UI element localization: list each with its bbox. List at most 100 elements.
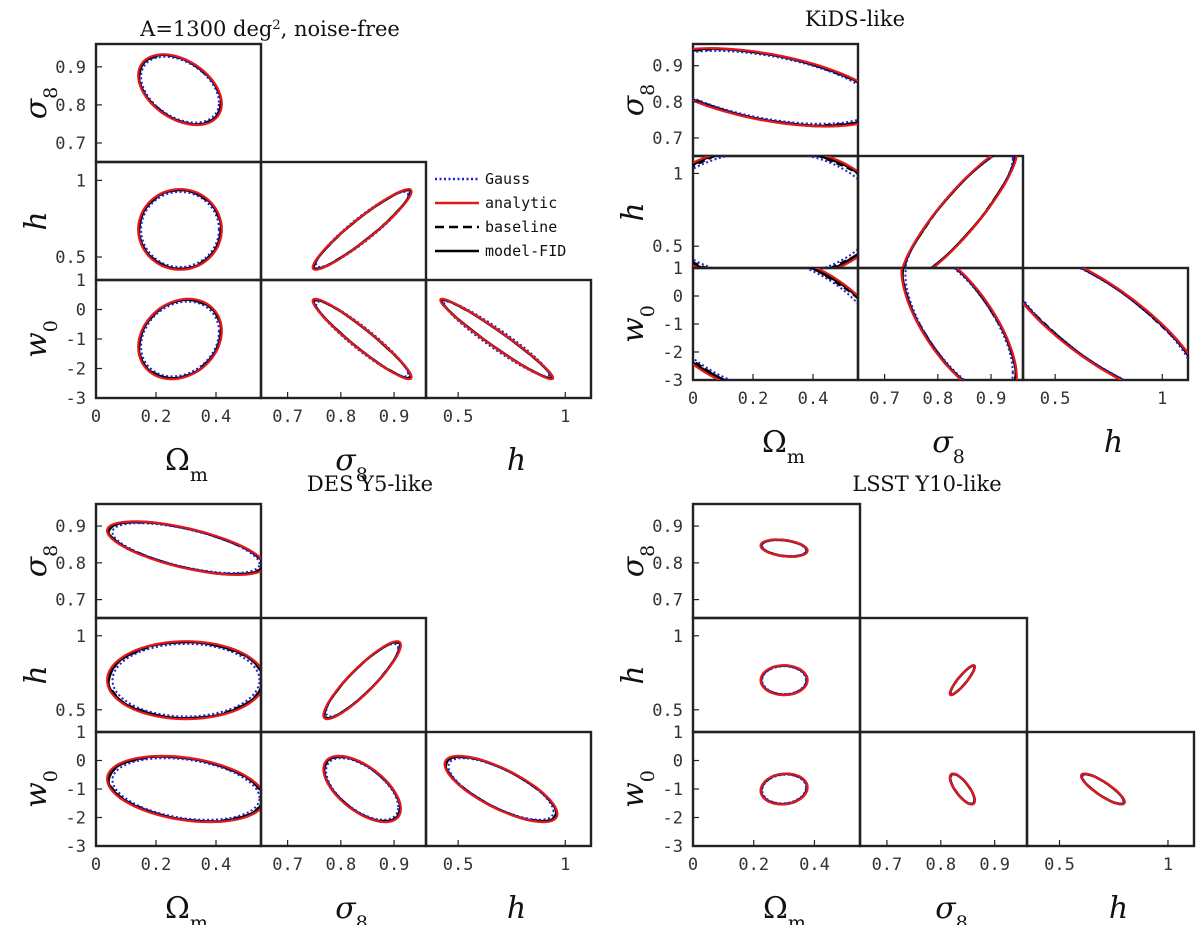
x-axis-label-om-main: Ω bbox=[165, 891, 190, 925]
x-axis-label-h: h bbox=[507, 891, 526, 925]
contour-model-fid bbox=[1023, 268, 1188, 380]
x-tick-label-om: 0.4 bbox=[201, 855, 232, 875]
y-tick-label-s8: 0.9 bbox=[652, 57, 683, 77]
contour-analytic bbox=[439, 297, 555, 381]
y-tick-label-w0: -2 bbox=[663, 343, 683, 363]
contour-baseline bbox=[311, 189, 413, 270]
legend-label: Gauss bbox=[485, 170, 530, 188]
subplot-s8-h bbox=[856, 154, 1025, 270]
subplot-frame bbox=[259, 730, 428, 848]
x-tick-label-om: 0 bbox=[91, 407, 101, 427]
x-axis-label-h: h bbox=[1104, 425, 1123, 460]
contour-model-fid bbox=[693, 268, 858, 380]
x-tick-label-s8: 0.7 bbox=[272, 855, 303, 875]
y-axis-label-s8: σ8 bbox=[19, 87, 62, 120]
subplot-om-h bbox=[691, 616, 862, 734]
subplot-frame bbox=[424, 278, 593, 400]
y-axis-label-group: h bbox=[19, 211, 54, 230]
x-tick-label-h: 0.5 bbox=[443, 407, 474, 427]
x-tick-label-h: 1 bbox=[1163, 855, 1173, 875]
subplot-frame bbox=[691, 502, 862, 620]
contour-group bbox=[948, 664, 977, 697]
x-axis-label-om: Ωm bbox=[762, 425, 805, 468]
subplot-om-w0 bbox=[691, 266, 860, 382]
legend-label: model-FID bbox=[485, 242, 566, 260]
contour-gauss bbox=[140, 55, 220, 124]
contour-gauss bbox=[315, 190, 410, 269]
subplot-frame bbox=[94, 278, 263, 400]
subplot-om-w0 bbox=[691, 730, 862, 848]
y-axis-label-s8-main: σ bbox=[19, 555, 54, 577]
panel-title-rest: , noise-free bbox=[281, 17, 400, 41]
contour-analytic bbox=[137, 187, 223, 271]
contour-group bbox=[693, 47, 858, 128]
subplot-frame bbox=[94, 160, 263, 282]
x-axis-label-om-sub: m bbox=[788, 912, 806, 925]
x-tick-label-s8: 0.8 bbox=[922, 389, 953, 409]
x-tick-label-s8: 0.7 bbox=[872, 855, 903, 875]
x-tick-label-om: 0.2 bbox=[141, 855, 172, 875]
contour-baseline bbox=[1080, 772, 1126, 806]
x-axis-label-s8-sub: 8 bbox=[953, 446, 965, 468]
x-tick-label-om: 0.4 bbox=[799, 855, 830, 875]
y-axis-label-w0-sub: 0 bbox=[40, 770, 62, 782]
subplot-frame bbox=[856, 154, 1025, 270]
y-axis-label-h-main: h bbox=[616, 665, 651, 684]
y-tick-label-w0: -2 bbox=[663, 809, 683, 829]
y-axis-label-group: σ8 bbox=[19, 545, 62, 578]
y-axis-label-group: σ8 bbox=[19, 87, 62, 120]
x-axis-label-s8-sub: 8 bbox=[956, 912, 968, 925]
contour-group bbox=[900, 268, 1018, 380]
contour-gauss bbox=[315, 300, 410, 378]
y-tick-label-s8: 0.7 bbox=[652, 591, 683, 611]
x-axis-label-om: Ωm bbox=[165, 891, 208, 925]
contour-group bbox=[439, 297, 555, 381]
y-axis-label-group: h bbox=[616, 665, 651, 684]
y-axis-label-h: h bbox=[19, 211, 54, 230]
y-axis-label-w0: w0 bbox=[19, 770, 62, 808]
contour-baseline bbox=[106, 521, 261, 575]
contour-gauss bbox=[1023, 268, 1188, 380]
x-tick-label-om: 0.2 bbox=[738, 389, 769, 409]
contour-analytic bbox=[311, 187, 413, 271]
y-tick-label-w0: 1 bbox=[76, 271, 86, 291]
y-axis-label-w0: w0 bbox=[19, 320, 62, 358]
contour-group bbox=[443, 754, 559, 824]
subplot-om-w0 bbox=[94, 730, 263, 848]
contour-group bbox=[1080, 772, 1126, 806]
y-tick-label-h: 0.5 bbox=[652, 237, 683, 257]
subplot-s8-w0 bbox=[856, 266, 1025, 382]
panel-title-main: KiDS-like bbox=[805, 7, 905, 31]
contour-analytic bbox=[693, 268, 858, 380]
x-tick-label-s8: 0.9 bbox=[379, 855, 410, 875]
subplot-h-w0 bbox=[1021, 266, 1190, 382]
contour-baseline bbox=[137, 53, 223, 126]
y-tick-label-s8: 0.9 bbox=[55, 517, 86, 537]
y-tick-label-w0: -3 bbox=[66, 837, 86, 857]
subplot-frame bbox=[94, 616, 263, 734]
x-tick-label-h: 0.5 bbox=[1040, 389, 1071, 409]
contour-group bbox=[105, 640, 261, 721]
contour-model-fid bbox=[312, 298, 413, 380]
x-axis-label-h-main: h bbox=[507, 443, 526, 478]
y-tick-label-h: 1 bbox=[673, 164, 683, 184]
y-axis-label-s8-main: σ bbox=[616, 555, 651, 577]
y-tick-label-w0: -3 bbox=[663, 371, 683, 391]
y-tick-label-s8: 0.8 bbox=[55, 96, 86, 116]
contour-gauss bbox=[140, 190, 220, 269]
contour-baseline bbox=[322, 641, 402, 720]
subplot-h-w0 bbox=[424, 730, 593, 848]
y-axis-label-group: σ8 bbox=[616, 84, 659, 117]
contour-gauss bbox=[904, 156, 1014, 268]
subplot-om-h bbox=[691, 154, 860, 270]
contour-baseline bbox=[902, 156, 1018, 268]
contour-analytic bbox=[1080, 772, 1126, 806]
x-axis-label-s8-sub: 8 bbox=[356, 464, 368, 486]
contour-group bbox=[105, 754, 261, 824]
y-axis-label-s8-main: σ bbox=[19, 97, 54, 119]
y-axis-label-group: σ8 bbox=[616, 545, 659, 578]
x-tick-label-om: 0 bbox=[688, 389, 698, 409]
contour-analytic bbox=[1023, 268, 1188, 380]
y-axis-label-s8-sub: 8 bbox=[637, 545, 659, 557]
y-axis-label-h: h bbox=[19, 665, 54, 684]
